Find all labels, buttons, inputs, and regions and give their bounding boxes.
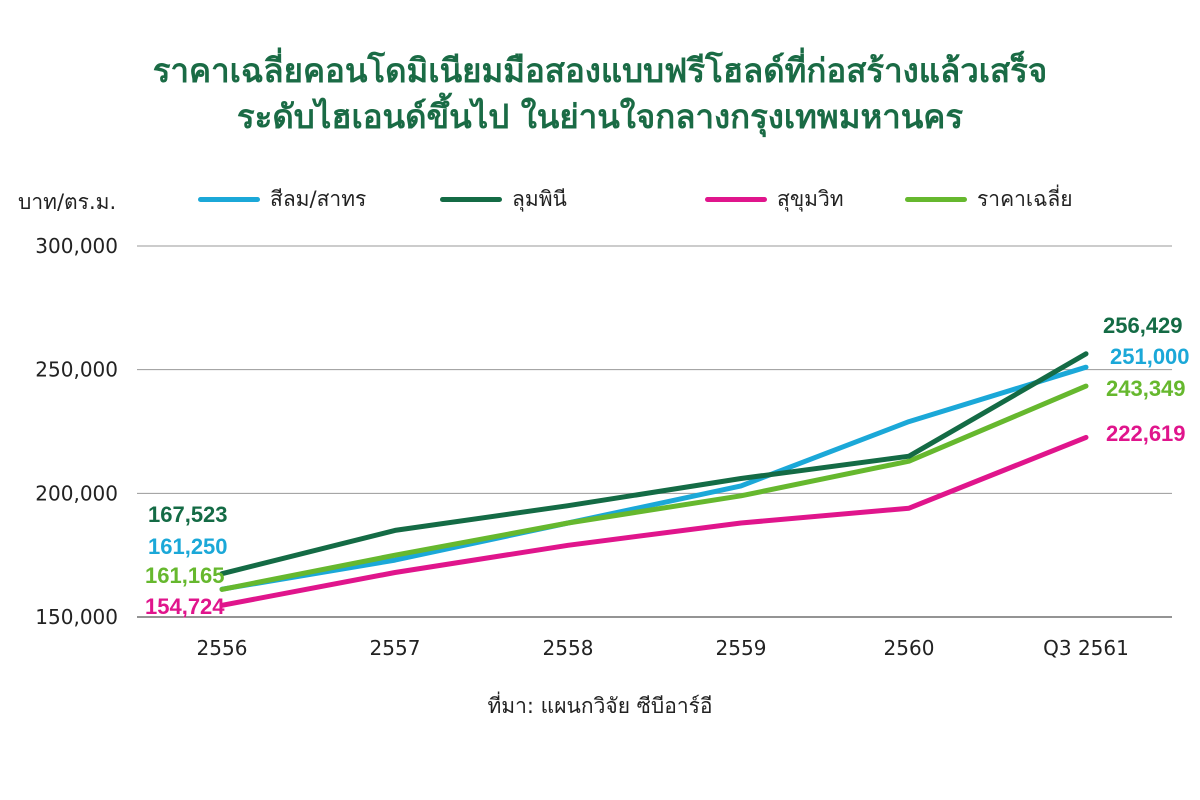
legend-swatch: [198, 196, 260, 202]
series-line: [219, 351, 1089, 577]
legend-swatch: [705, 196, 767, 202]
y-axis-unit-label: บาท/ตร.ม.: [18, 190, 117, 214]
legend-item-lumpini: ลุมพินี: [440, 186, 567, 212]
chart-title-line1: ราคาเฉลี่ยคอนโดมิเนียมมือสองแบบฟรีโฮลด์ท…: [152, 51, 1048, 90]
data-label-end: 251,000: [1110, 344, 1190, 369]
x-tick-label: 2560: [884, 636, 935, 660]
data-label-start: 161,250: [148, 534, 228, 559]
legend-label: สุขุมวิท: [777, 186, 844, 211]
y-tick-label: 150,000: [35, 605, 118, 629]
x-tick-label: 2556: [197, 636, 248, 660]
series-line: [219, 383, 1089, 592]
legend-label: ลุมพินี: [512, 186, 567, 211]
x-tick-label: 2557: [370, 636, 421, 660]
chart-title-line2: ระดับไฮเอนด์ขึ้นไป ในย่านใจกลางกรุงเทพมห…: [236, 97, 964, 136]
legend-item-silom-sathorn: สีลม/สาทร: [198, 186, 366, 212]
source-note: ที่มา: แผนกวิจัย ซีบีอาร์อี: [487, 694, 713, 718]
y-tick-label: 250,000: [35, 358, 118, 382]
series-line: [219, 434, 1089, 608]
legend-item-sukhumvit: สุขุมวิท: [705, 186, 844, 212]
data-label-end: 256,429: [1103, 313, 1183, 338]
data-label-end: 222,619: [1106, 421, 1186, 446]
y-tick-label: 300,000: [35, 234, 118, 258]
x-tick-label: 2558: [543, 636, 594, 660]
x-tick-label: Q3 2561: [1043, 636, 1129, 660]
data-label-end: 243,349: [1106, 376, 1186, 401]
legend-item-average: ราคาเฉลี่ย: [905, 186, 1073, 212]
x-tick-label: 2559: [716, 636, 767, 660]
data-label-start: 154,724: [145, 594, 225, 619]
data-label-start: 161,165: [145, 563, 225, 588]
legend-swatch: [905, 196, 967, 202]
y-tick-label: 200,000: [35, 481, 118, 505]
data-label-start: 167,523: [148, 502, 228, 527]
series-line: [219, 364, 1089, 592]
legend-label: สีลม/สาทร: [270, 186, 367, 211]
legend-label: ราคาเฉลี่ย: [977, 186, 1073, 211]
legend-swatch: [440, 196, 502, 202]
